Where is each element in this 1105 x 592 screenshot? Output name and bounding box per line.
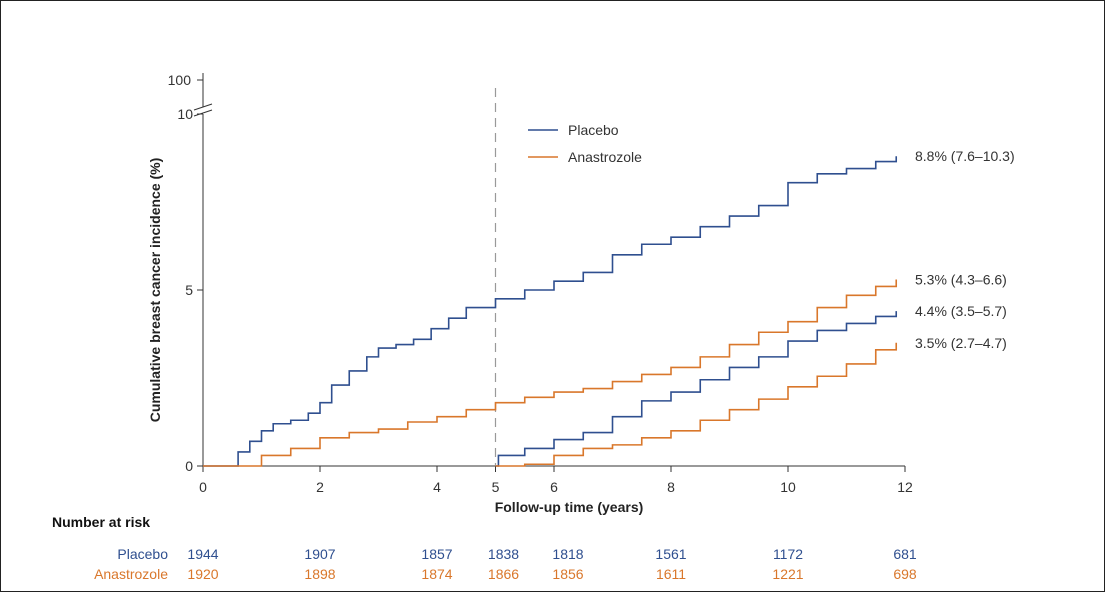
risk-count: 1838 [487, 546, 520, 562]
risk-count: 698 [893, 566, 917, 582]
series-end-label: 8.8% (7.6–10.3) [915, 148, 1015, 164]
risk-count: 1866 [487, 566, 520, 582]
series-end-label: 4.4% (3.5–5.7) [915, 303, 1007, 319]
x-tick-label: 2 [316, 479, 324, 495]
legend-label: Anastrozole [568, 149, 642, 165]
risk-row-label: Anastrozole [94, 566, 168, 582]
risk-count: 1611 [655, 566, 687, 582]
x-tick-label: 4 [433, 479, 441, 495]
risk-count: 1898 [304, 566, 336, 582]
series-line [495, 311, 898, 467]
risk-count: 1857 [421, 546, 453, 562]
y-axis-title: Cumulative breast cancer incidence (%) [147, 158, 163, 423]
y-tick-label: 0 [185, 458, 193, 474]
risk-count: 1221 [772, 566, 804, 582]
y-tick-label: 100 [168, 72, 192, 88]
axis-break-mark [193, 103, 213, 111]
axis-break-mark [193, 109, 213, 117]
risk-count: 1172 [772, 546, 804, 562]
risk-count: 1907 [304, 546, 336, 562]
series-line [495, 342, 898, 467]
x-tick-label: 5 [492, 479, 500, 495]
risk-count: 1944 [187, 546, 219, 562]
risk-count: 1874 [421, 566, 453, 582]
x-tick-label: 0 [199, 479, 207, 495]
x-axis-title: Follow-up time (years) [495, 499, 644, 515]
series-line [203, 279, 898, 467]
series-end-label: 3.5% (2.7–4.7) [915, 335, 1007, 351]
y-tick-label: 5 [185, 282, 193, 298]
risk-count: 1818 [552, 546, 584, 562]
y-tick-label: 10 [177, 106, 193, 122]
series-line [203, 156, 898, 467]
risk-row-label: Placebo [117, 546, 168, 562]
x-tick-label: 8 [667, 479, 675, 495]
series-end-label: 5.3% (4.3–6.6) [915, 271, 1007, 287]
risk-count: 1856 [552, 566, 584, 582]
legend-label: Placebo [568, 122, 619, 138]
x-tick-label: 6 [550, 479, 558, 495]
risk-count: 1920 [187, 566, 219, 582]
risk-count: 1561 [655, 546, 687, 562]
x-tick-label: 10 [780, 479, 796, 495]
risk-table-title: Number at risk [52, 514, 151, 530]
x-tick-label: 12 [897, 479, 913, 495]
risk-count: 681 [893, 546, 917, 562]
